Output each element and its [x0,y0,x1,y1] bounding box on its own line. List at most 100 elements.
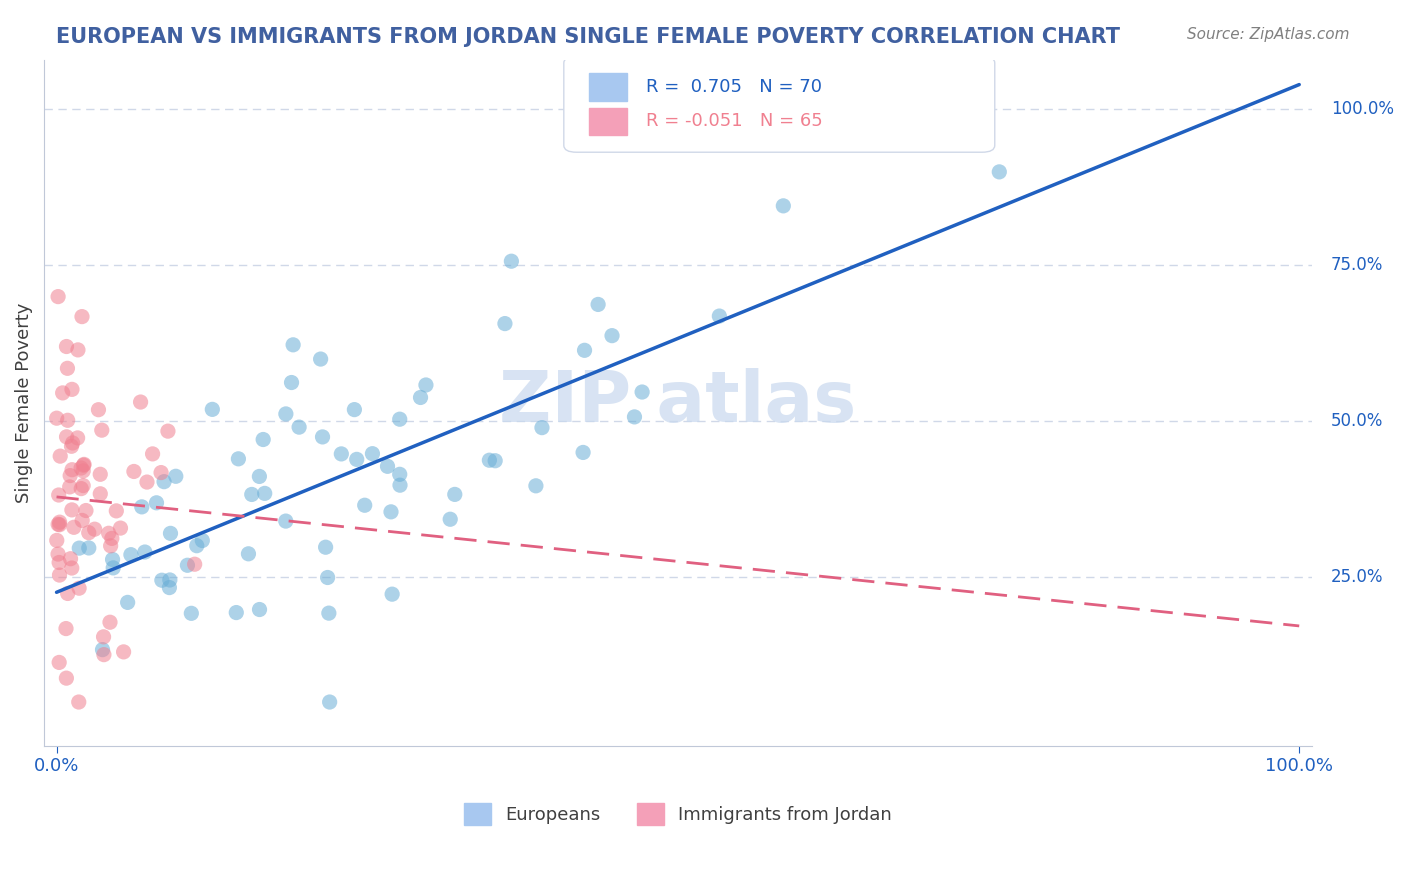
Text: ZIP atlas: ZIP atlas [499,368,856,437]
Point [240,487,263,501]
Text: 50.0%: 50.0% [1330,412,1384,430]
Point [66,431,89,445]
Point [48,568,70,582]
Point [101,532,124,546]
Point [484,454,506,468]
Point [73,458,96,472]
Point [353,498,375,512]
Point [48,556,70,570]
Point [55,430,77,444]
Point [70,461,93,475]
Point [191,533,214,548]
Point [288,420,311,434]
Point [59,468,82,483]
Point [70,310,93,324]
Point [388,467,411,482]
Point [77,525,100,540]
Point [46,547,69,561]
Point [45,411,67,425]
Point [63,520,86,534]
Point [311,430,333,444]
Point [60,463,83,477]
Point [388,478,411,492]
Text: R = -0.051   N = 65: R = -0.051 N = 65 [647,112,823,130]
Point [316,570,339,584]
Point [361,447,384,461]
Point [70,513,93,527]
Point [59,551,82,566]
Point [631,384,654,399]
Point [315,540,337,554]
Point [117,595,139,609]
Point [66,343,89,357]
Point [89,467,111,482]
Point [122,465,145,479]
Legend: Europeans, Immigrants from Jordan: Europeans, Immigrants from Jordan [457,796,900,832]
Point [346,452,368,467]
Point [70,482,93,496]
Point [72,478,94,492]
Point [274,514,297,528]
Point [572,445,595,459]
Point [67,541,90,555]
Point [280,376,302,390]
Point [415,378,437,392]
Point [120,548,142,562]
Point [48,488,70,502]
Point [60,383,83,397]
Point [52,385,75,400]
Point [225,606,247,620]
Point [48,517,70,532]
Point [75,503,97,517]
Point [165,469,187,483]
Point [150,573,173,587]
Point [110,521,132,535]
Point [145,496,167,510]
Point [381,587,404,601]
Point [60,439,83,453]
Point [60,503,83,517]
Point [249,602,271,616]
Point [159,526,181,541]
Point [142,447,165,461]
Point [530,420,553,434]
Point [131,500,153,514]
Point [238,547,260,561]
Point [377,459,399,474]
Point [494,317,516,331]
Point [600,328,623,343]
Point [501,254,523,268]
Point [150,466,173,480]
Point [49,449,72,463]
Point [134,545,156,559]
Point [48,515,70,529]
Point [343,402,366,417]
Point [112,645,135,659]
Point [93,648,115,662]
Point [281,338,304,352]
FancyBboxPatch shape [564,56,995,153]
Point [48,656,70,670]
Point [56,361,79,376]
Point [380,505,402,519]
Point [103,561,125,575]
Point [136,475,159,489]
Point [439,512,461,526]
Point [183,558,205,572]
Point [93,630,115,644]
Point [247,469,270,483]
Point [55,671,77,685]
Point [159,573,181,587]
Point [55,622,77,636]
Text: 25.0%: 25.0% [1330,568,1384,586]
Point [443,487,465,501]
Point [83,522,105,536]
Point [60,561,83,575]
FancyBboxPatch shape [589,108,627,135]
Point [59,480,82,494]
Point [67,581,90,595]
Point [98,615,121,630]
Point [409,391,432,405]
Text: Source: ZipAtlas.com: Source: ZipAtlas.com [1187,27,1350,42]
Point [156,424,179,438]
